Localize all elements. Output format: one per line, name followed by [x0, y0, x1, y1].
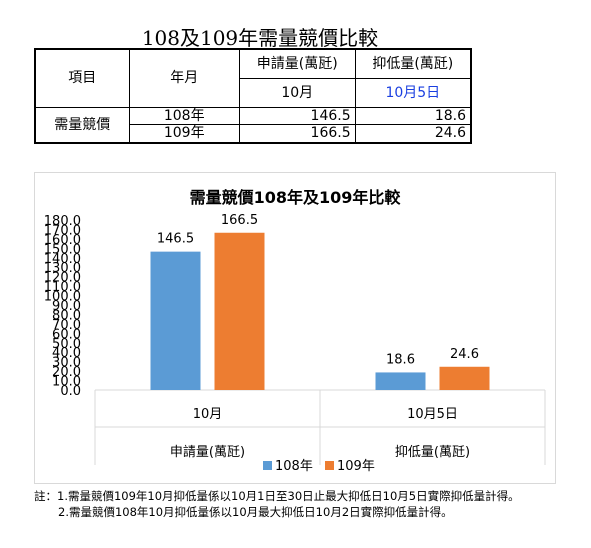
data-label: 18.6	[386, 352, 415, 367]
y-tick-label: 120.0	[44, 271, 81, 286]
y-tick-label: 110.0	[44, 280, 81, 295]
footnotes: 註：1.需量競價109年10月抑低量係以10月1日至30日止最大抑低日10月5日…	[34, 488, 520, 520]
header-apply: 申請量(萬瓩)	[238, 48, 356, 79]
row-year: 108年	[128, 106, 240, 126]
row-year: 109年	[128, 124, 240, 144]
y-tick-label: 80.0	[52, 308, 81, 323]
bar-108年-10月	[150, 251, 201, 390]
y-tick-label: 60.0	[52, 327, 81, 342]
x-group-label: 申請量(萬瓩)	[170, 445, 245, 460]
row-curtail: 24.6	[354, 124, 472, 144]
curtail-period: 10月5日	[354, 78, 472, 108]
chart-container: 需量競價108年及109年比較 0.0 10.0 20.0 30.0 40.0 50.0 60…	[34, 172, 556, 484]
footnote: 2.需量競價108年10月抑低量係以10月最大抑低日10月2日實際抑低量計得。	[58, 505, 453, 519]
row-curtail: 18.6	[354, 106, 472, 126]
y-tick-label: 140.0	[44, 252, 81, 267]
comparison-table: 項目 年月 申請量(萬瓩) 抑低量(萬瓩) 10月 10月5日 需量競價 108…	[34, 48, 472, 144]
y-tick-label: 160.0	[44, 233, 81, 248]
header-item: 項目	[34, 48, 130, 108]
y-tick-label: 0.0	[60, 384, 81, 399]
x-category-label: 10月	[193, 407, 223, 422]
data-label: 24.6	[450, 347, 479, 362]
table-period-row: 10月 10月5日	[35, 78, 472, 108]
chart-title: 需量競價108年及109年比較	[190, 188, 402, 207]
table-title: 108及109年需量競價比較	[141, 26, 379, 50]
header-curtail: 抑低量(萬瓩)	[354, 48, 472, 79]
y-tick-label: 50.0	[52, 337, 81, 352]
row-apply: 146.5	[238, 106, 356, 126]
bar-chart: 需量競價108年及109年比較 0.010.020.030.040.050.060…	[44, 188, 546, 474]
y-tick-label: 130.0	[44, 261, 81, 276]
header-month: 年月	[128, 48, 240, 108]
y-tick-label: 90.0	[52, 299, 81, 314]
legend-label: 109年	[337, 459, 375, 474]
bar-108年-10月5日	[375, 372, 426, 390]
legend-swatch	[325, 461, 334, 470]
bar-109年-10月	[214, 232, 265, 390]
y-tick-label: 100.0	[44, 290, 81, 305]
y-tick-label: 180.0	[44, 214, 81, 229]
legend-label: 108年	[275, 459, 313, 474]
legend-swatch	[263, 461, 272, 470]
footnote: 註：1.需量競價109年10月抑低量係以10月1日至30日止最大抑低日10月5日…	[34, 489, 520, 503]
row-label: 需量競價	[34, 107, 130, 144]
y-tick-label: 30.0	[52, 356, 81, 371]
y-tick-label: 70.0	[52, 318, 81, 333]
table-row: 需量競價 108年 146.5 18.6	[34, 106, 472, 144]
data-label: 146.5	[157, 232, 194, 247]
y-tick-label: 20.0	[52, 365, 81, 380]
y-tick-label: 40.0	[52, 346, 81, 361]
y-tick-label: 10.0	[52, 375, 81, 390]
y-tick-label: 170.0	[44, 223, 81, 238]
table-row: 109年 166.5 24.6	[35, 124, 472, 144]
data-label: 166.5	[221, 213, 258, 228]
x-group-label: 抑低量(萬瓩)	[395, 445, 470, 460]
y-tick-label: 150.0	[44, 242, 81, 257]
table-header-row: 項目 年月 申請量(萬瓩) 抑低量(萬瓩)	[34, 48, 472, 108]
apply-period: 10月	[238, 78, 356, 108]
x-category-label: 10月5日	[407, 407, 458, 422]
row-apply: 166.5	[238, 124, 356, 144]
bar-109年-10月5日	[439, 366, 490, 390]
